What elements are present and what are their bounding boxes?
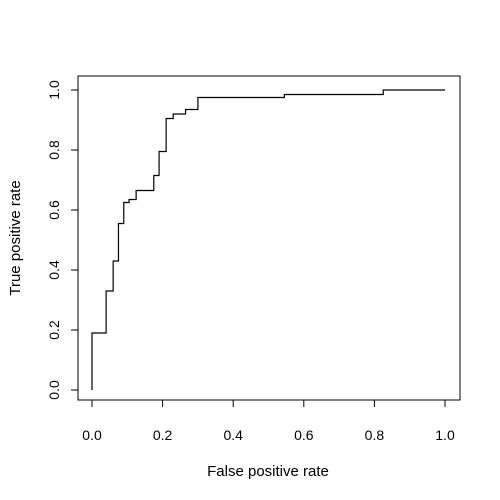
roc-curve (91, 89, 445, 390)
y-tick-label: 0.4 (46, 260, 62, 280)
x-axis-label: False positive rate (207, 463, 329, 480)
y-tick-label: 0.6 (46, 200, 62, 220)
x-tick-label: 0.0 (82, 427, 102, 443)
y-axis: 0.0 0.2 0.4 0.6 0.8 1.0 (46, 80, 79, 400)
y-tick-label: 0.2 (46, 320, 62, 340)
y-tick-label: 0.0 (46, 380, 62, 400)
x-tick-label: 1.0 (435, 427, 455, 443)
plot-box (77, 75, 461, 401)
x-tick-label: 0.6 (294, 427, 314, 443)
y-tick-label: 0.8 (46, 140, 62, 160)
x-axis: 0.0 0.2 0.4 0.6 0.8 1.0 (82, 399, 455, 443)
x-tick-label: 0.4 (223, 427, 243, 443)
y-axis-label: True positive rate (7, 180, 24, 295)
y-tick-label: 1.0 (46, 80, 62, 100)
x-tick-label: 0.2 (153, 427, 173, 443)
x-tick-label: 0.8 (365, 427, 385, 443)
